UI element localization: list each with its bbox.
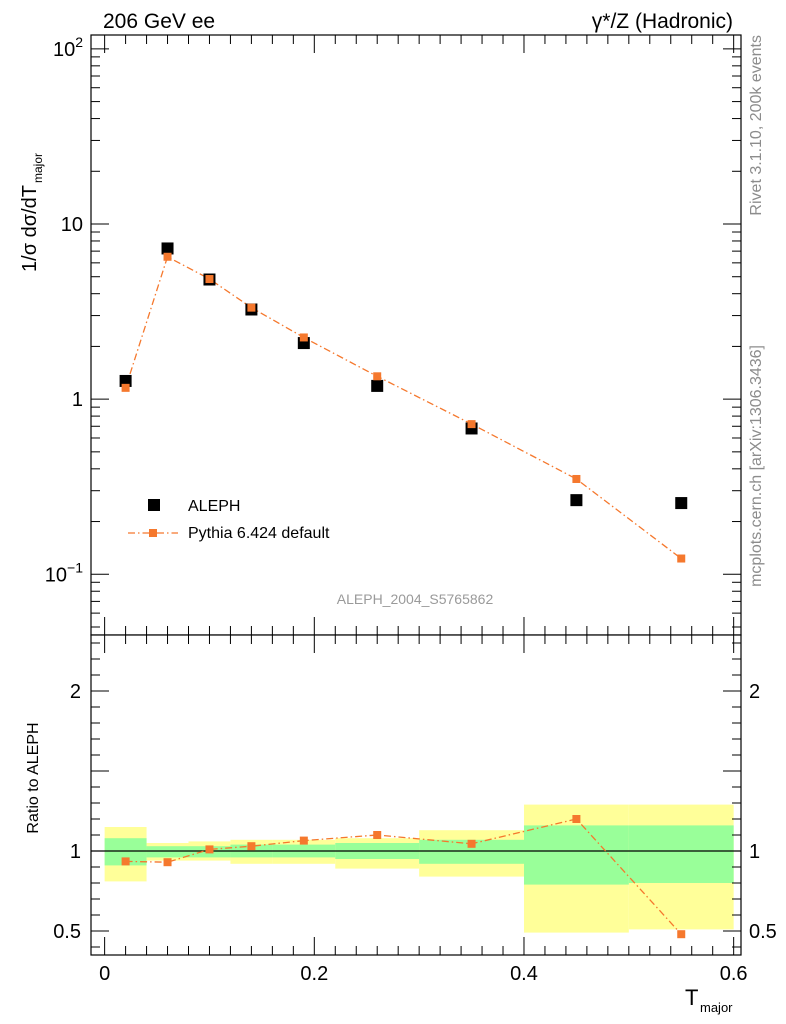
- mc-upper-point: [299, 333, 308, 342]
- header-left: 206 GeV ee: [103, 10, 215, 33]
- mc-ratio-points: [121, 815, 686, 939]
- mc-ratio-point: [205, 845, 214, 854]
- upper-y-tick-label-exp: −1: [67, 559, 83, 575]
- lower-y-tick-label-right: 0.5: [749, 921, 777, 943]
- legend-mc-marker: [149, 529, 157, 537]
- mc-upper-point: [205, 275, 214, 284]
- x-tick-label: 0.4: [510, 963, 538, 985]
- mc-upper-point: [121, 383, 130, 392]
- xaxis-title-main: T: [685, 985, 698, 1010]
- mc-ratio-point: [121, 857, 130, 866]
- upper-ylabel: 1/σ dσ/dT major: [19, 153, 45, 272]
- upper-ylabel-main: 1/σ dσ/dT: [19, 185, 41, 272]
- aleph-point: [371, 379, 384, 392]
- upper-y-tick-label: 1: [72, 389, 83, 411]
- lower-y-ticks: 2 2 1 1 0.5 0.5: [53, 642, 777, 948]
- mc-ratio-point: [572, 815, 581, 823]
- mc-upper-point: [677, 554, 686, 563]
- mc-ratio-point: [247, 842, 256, 851]
- mc-upper-points: [121, 252, 686, 563]
- lower-y-tick-label: 0.5: [53, 921, 81, 943]
- analysis-id: ALEPH_2004_S5765862: [337, 591, 494, 607]
- legend: ALEPH Pythia 6.424 default: [128, 498, 330, 542]
- header-right: γ*/Z (Hadronic): [592, 10, 733, 33]
- source-label: mcplots.cern.ch [arXiv:1306.3436]: [748, 345, 765, 587]
- mc-upper-point: [373, 372, 382, 381]
- legend-aleph-label: ALEPH: [188, 498, 240, 515]
- band-inner-bin: [628, 825, 734, 883]
- upper-ylabel-sub: major: [31, 153, 45, 183]
- mc-ratio-point: [677, 930, 686, 939]
- upper-plot-area: [91, 35, 741, 635]
- upper-minor-ticks: [91, 48, 741, 628]
- aleph-point: [675, 497, 688, 510]
- lower-y-tick-label-right: 1: [749, 841, 760, 863]
- mc-upper-point: [163, 252, 172, 261]
- band-inner-bin: [523, 825, 629, 885]
- mc-ratio-point: [467, 839, 476, 848]
- upper-y-tick-label: 102: [53, 34, 83, 61]
- mc-ratio-point: [299, 836, 308, 845]
- lower-y-tick-label: 2: [70, 681, 81, 703]
- upper-y-tick-label-base: 10: [53, 39, 75, 61]
- xaxis-title-sub: major: [700, 1000, 733, 1015]
- mc-upper-point: [572, 474, 581, 483]
- lower-ylabel: Ratio to ALEPH: [25, 722, 42, 833]
- lower-panel: 2 2 1 1 0.5 0.5 0 0.2 0.4 0.6 Ratio to ALEPH: [25, 35, 777, 985]
- rivet-label: Rivet 3.1.10, 200k events: [748, 35, 765, 216]
- upper-y-tick-label: 10: [61, 214, 83, 236]
- band-inner-bin: [146, 846, 189, 858]
- lower-y-tick-label-right: 2: [749, 681, 760, 703]
- mc-upper-point: [467, 420, 476, 429]
- aleph-point: [570, 494, 583, 507]
- x-tick-label: 0: [99, 963, 110, 985]
- upper-y-tick-label-base: 10: [45, 564, 67, 586]
- legend-mc-label: Pythia 6.424 default: [188, 525, 330, 542]
- mc-upper-point: [247, 303, 256, 312]
- mc-ratio-point: [373, 831, 382, 839]
- mc-ratio-point: [163, 858, 172, 867]
- aleph-point: [161, 242, 174, 255]
- upper-y-tick-label: 10−1: [45, 559, 83, 586]
- x-tick-label: 0.6: [720, 963, 748, 985]
- x-ticks: 0 0.2 0.4 0.6: [99, 35, 748, 985]
- legend-aleph-marker: [148, 499, 160, 511]
- lower-frame: [90, 634, 742, 956]
- x-tick-label: 0.2: [300, 963, 328, 985]
- uncertainty-band-inner: [104, 825, 734, 885]
- upper-y-tick-label-exp: 2: [75, 34, 83, 50]
- xaxis-title: T major: [685, 985, 733, 1015]
- lower-y-tick-label: 1: [70, 841, 81, 863]
